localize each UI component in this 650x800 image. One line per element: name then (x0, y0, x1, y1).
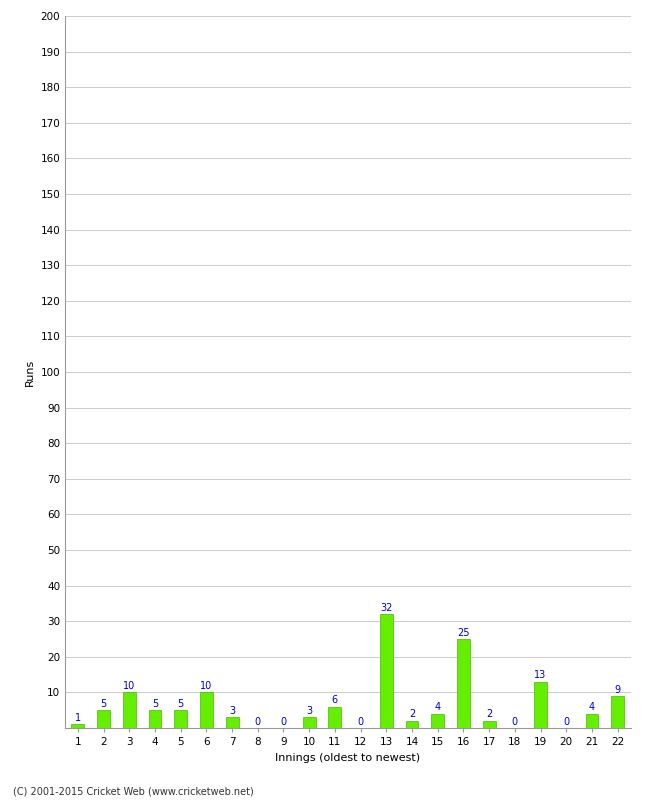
Bar (123, 693, 136, 728)
Bar (200, 693, 213, 728)
Text: 0: 0 (358, 717, 363, 726)
Bar (611, 696, 624, 728)
Bar (432, 714, 444, 728)
Text: 9: 9 (615, 685, 621, 694)
Bar (226, 718, 239, 728)
Text: 5: 5 (152, 698, 158, 709)
Text: 0: 0 (563, 717, 569, 726)
Text: 25: 25 (457, 627, 470, 638)
Text: 2: 2 (409, 710, 415, 719)
Text: 5: 5 (177, 698, 184, 709)
Text: 0: 0 (280, 717, 287, 726)
Text: 10: 10 (200, 681, 213, 691)
Text: 32: 32 (380, 602, 393, 613)
Y-axis label: Runs: Runs (25, 358, 35, 386)
Text: 4: 4 (435, 702, 441, 712)
Bar (483, 721, 495, 728)
X-axis label: Innings (oldest to newest): Innings (oldest to newest) (275, 753, 421, 762)
Text: 5: 5 (101, 698, 107, 709)
Text: 0: 0 (255, 717, 261, 726)
Bar (72, 725, 84, 728)
Bar (328, 706, 341, 728)
Bar (380, 614, 393, 728)
Bar (174, 710, 187, 728)
Text: 13: 13 (534, 670, 547, 680)
Text: 1: 1 (75, 713, 81, 723)
Bar (586, 714, 599, 728)
Text: 3: 3 (229, 706, 235, 716)
Bar (303, 718, 316, 728)
Text: 6: 6 (332, 695, 338, 706)
Bar (97, 710, 110, 728)
Text: 10: 10 (123, 681, 135, 691)
Bar (457, 639, 470, 728)
Text: 3: 3 (306, 706, 312, 716)
Text: (C) 2001-2015 Cricket Web (www.cricketweb.net): (C) 2001-2015 Cricket Web (www.cricketwe… (13, 786, 254, 796)
Bar (149, 710, 161, 728)
Text: 2: 2 (486, 710, 492, 719)
Text: 0: 0 (512, 717, 518, 726)
Bar (534, 682, 547, 728)
Bar (406, 721, 419, 728)
Text: 4: 4 (589, 702, 595, 712)
